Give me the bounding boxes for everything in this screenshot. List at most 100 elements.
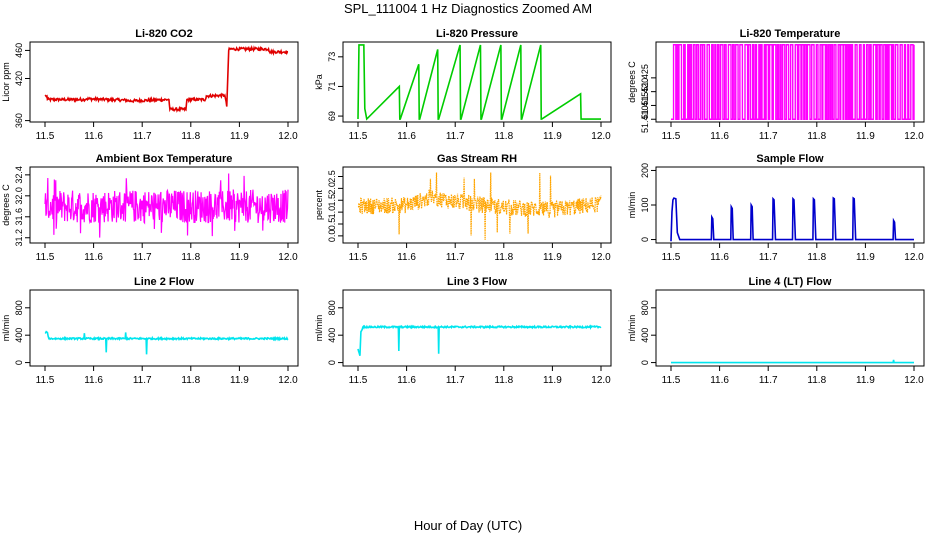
x-tick-label: 11.6 [397, 252, 416, 263]
chart-panel-6: Sample Flow ml/min 11.5 11.6 11.7 11.8 11.9 12.… [627, 153, 925, 263]
x-tick-label: 11.8 [181, 252, 200, 263]
plot-frame [655, 41, 925, 123]
x-tick-label: 11.9 [543, 375, 562, 386]
y-axis-label: degrees C [627, 61, 637, 103]
y-axis-label: ml/min [1, 315, 11, 342]
x-tick-label: 11.8 [807, 131, 826, 142]
y-tick-label: 51.410 [640, 105, 650, 133]
x-tick-label: 11.5 [349, 252, 368, 263]
x-tick-label: 11.5 [36, 375, 55, 386]
x-tick-label: 11.6 [710, 375, 729, 386]
y-tick-label: 360 [14, 113, 24, 128]
y-tick-label: 31.6 [14, 208, 24, 226]
chart-panel-9: Line 4 (LT) Flow ml/min 11.5 11.6 11.7 11.8 11… [627, 276, 925, 386]
x-tick-label: 11.9 [543, 252, 562, 263]
x-tick-label: 11.9 [856, 252, 875, 263]
y-tick-label: 800 [327, 300, 337, 315]
data-layer [670, 196, 914, 242]
y-tick-label: 0 [640, 360, 650, 365]
x-tick-label: 12.0 [591, 131, 611, 142]
chart-title: Sample Flow [756, 153, 824, 165]
page-title: SPL_111004 1 Hz Diagnostics Zoomed AM [343, 1, 593, 16]
chart-title: Li-820 Pressure [436, 28, 518, 40]
plot-frame [29, 41, 299, 123]
y-tick-label: 100 [640, 197, 650, 212]
y-tick-label: 0.0 [327, 230, 337, 243]
y-axis-label: Licor ppm [1, 62, 11, 102]
data-layer [44, 173, 289, 238]
y-tick-label: 2.0 [327, 182, 337, 195]
x-tick-label: 11.6 [710, 252, 729, 263]
x-tick-label: 11.8 [181, 131, 200, 142]
x-tick-label: 11.8 [181, 375, 200, 386]
x-tick-label: 11.7 [133, 252, 152, 263]
x-tick-label: 12.0 [278, 131, 298, 142]
x-tick-label: 11.5 [662, 375, 681, 386]
y-tick-label: 0 [327, 360, 337, 365]
data-layer [357, 44, 601, 121]
y-tick-label: 0 [640, 237, 650, 242]
data-layer [671, 359, 914, 364]
data-layer [44, 44, 289, 113]
y-tick-label: 71 [327, 81, 337, 91]
series-line [44, 44, 289, 113]
x-tick-label: 11.7 [446, 375, 465, 386]
x-tick-label: 11.5 [36, 252, 55, 263]
x-tick-label: 12.0 [904, 375, 924, 386]
y-tick-label: 73 [327, 52, 337, 62]
x-tick-label: 11.9 [543, 131, 562, 142]
x-tick-label: 11.6 [84, 252, 103, 263]
y-tick-label: 800 [14, 300, 24, 315]
y-axis-label: degrees C [1, 184, 11, 226]
x-tick-label: 11.8 [494, 252, 513, 263]
chart-panel-2: Li-820 Pressure kPa 11.5 11.6 11.7 11.8 11.9 12… [314, 28, 612, 142]
series-line [44, 173, 289, 238]
y-axis-label: percent [314, 189, 324, 220]
y-tick-label: 400 [327, 328, 337, 343]
chart-title: Gas Stream RH [437, 153, 517, 165]
plot-frame [29, 289, 299, 367]
plot-frame [655, 289, 925, 367]
x-tick-label: 11.7 [759, 131, 778, 142]
x-tick-label: 11.9 [856, 375, 875, 386]
x-tick-label: 11.8 [494, 375, 513, 386]
y-tick-label: 69 [327, 111, 337, 121]
x-tick-label: 11.9 [230, 252, 249, 263]
x-tick-label: 11.5 [36, 131, 55, 142]
chart-title: Line 2 Flow [134, 276, 194, 288]
chart-title: Line 3 Flow [447, 276, 507, 288]
y-tick-label: 1.0 [327, 206, 337, 219]
plot-frame [29, 166, 299, 244]
y-tick-label: 31.2 [14, 229, 24, 247]
x-tick-label: 11.5 [662, 131, 681, 142]
y-tick-label: 0.5 [327, 218, 337, 231]
x-tick-label: 11.8 [494, 131, 513, 142]
y-tick-label: 51.420 [640, 78, 650, 106]
y-tick-label: 400 [14, 328, 24, 343]
data-layer [670, 44, 915, 120]
y-tick-label: 400 [640, 328, 650, 343]
series-line [357, 172, 602, 240]
chart-panel-8: Line 3 Flow ml/min 11.5 11.6 11.7 11.8 11.9 12.… [314, 276, 612, 386]
y-tick-label: 420 [14, 71, 24, 86]
y-tick-label: 51.415 [640, 92, 650, 120]
x-tick-label: 11.6 [84, 131, 103, 142]
chart-panel-3: Li-820 Temperature degrees C 11.5 11.6 11.7 1… [627, 28, 925, 142]
y-tick-label: 51.425 [640, 64, 650, 92]
x-tick-label: 11.9 [230, 375, 249, 386]
x-tick-label: 11.5 [349, 131, 368, 142]
plot-frame [342, 41, 612, 123]
x-axis-label: Hour of Day (UTC) [413, 518, 523, 533]
series-line [671, 359, 914, 364]
x-tick-label: 11.7 [446, 131, 465, 142]
y-tick-label: 800 [640, 300, 650, 315]
x-tick-label: 12.0 [278, 375, 298, 386]
series-line [670, 196, 914, 242]
x-tick-label: 11.7 [759, 375, 778, 386]
x-tick-label: 12.0 [904, 252, 924, 263]
y-axis-label: kPa [314, 74, 324, 90]
x-tick-label: 11.9 [856, 131, 875, 142]
series-line [357, 44, 601, 121]
data-layer [357, 172, 602, 240]
x-tick-label: 11.8 [807, 252, 826, 263]
